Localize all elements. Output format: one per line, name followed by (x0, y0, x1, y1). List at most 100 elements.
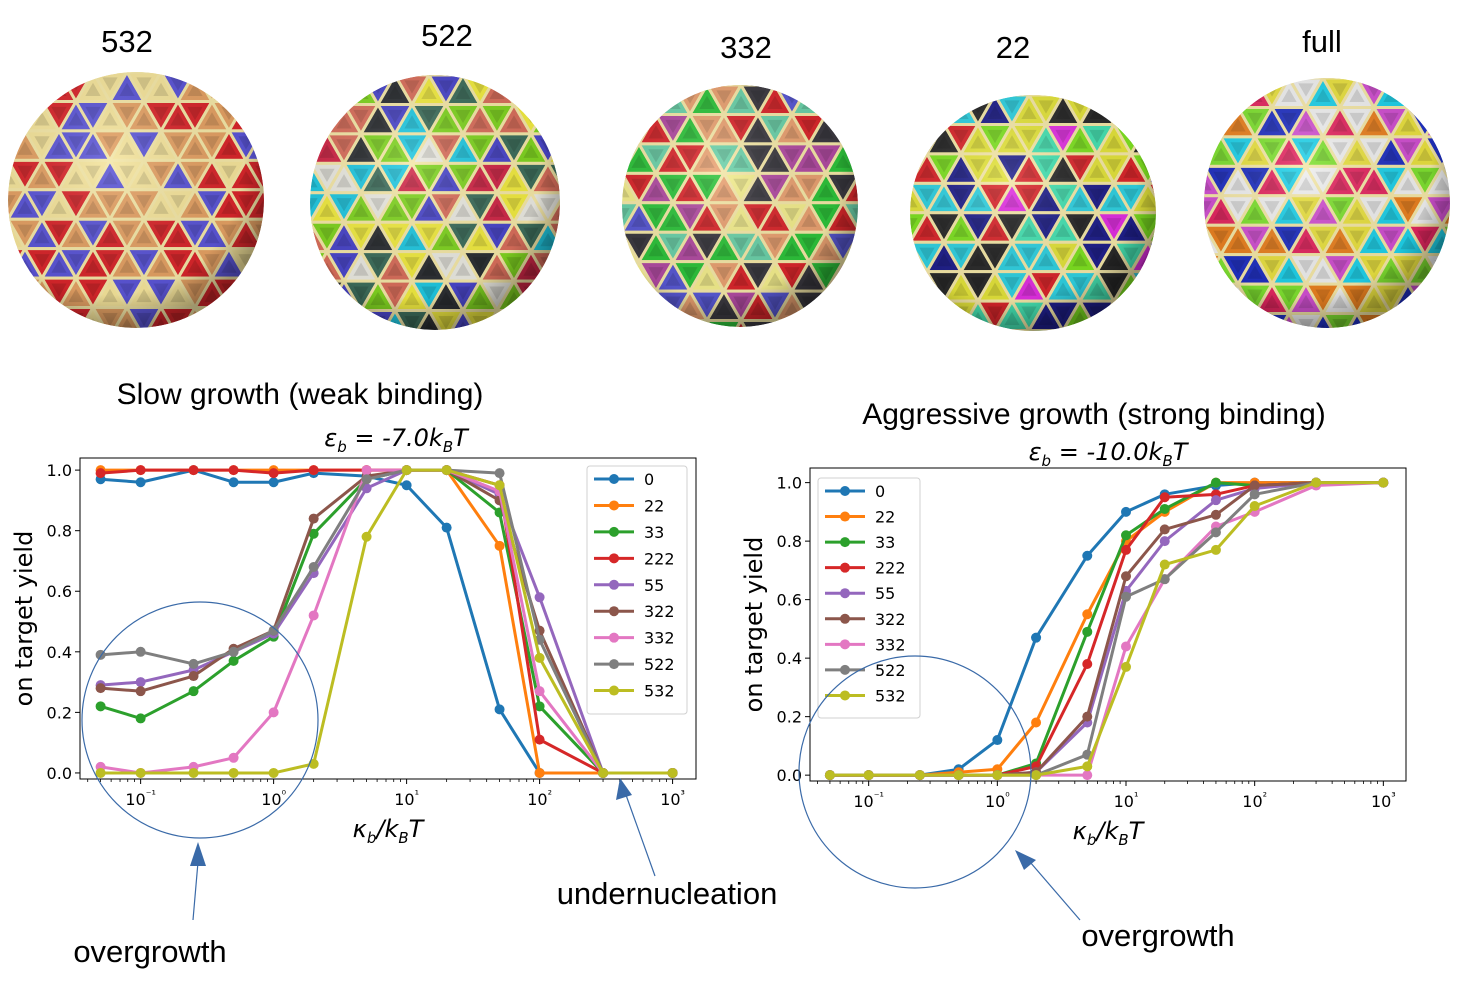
legend-label: 22 (644, 496, 664, 515)
data-point (228, 752, 239, 763)
legend-label: 332 (875, 635, 906, 654)
legend-swatch-marker (609, 579, 619, 590)
y-tick-label: 0.0 (47, 764, 72, 783)
data-point (1082, 609, 1093, 620)
x-tick-label: 10⁰ (261, 788, 286, 809)
right-overgrowth-annotation: overgrowth (1081, 918, 1235, 953)
legend-swatch-marker (609, 500, 619, 511)
legend-label: 222 (875, 559, 906, 578)
legend-swatch-marker (840, 511, 850, 522)
data-point (1159, 503, 1170, 514)
data-point (992, 770, 1003, 781)
legend-label: 0 (644, 470, 654, 489)
sphere-image-532 (8, 72, 264, 328)
left-series-332 (95, 465, 678, 778)
data-point (228, 646, 239, 657)
legend-label: 33 (644, 523, 664, 542)
legend-swatch-marker (609, 659, 619, 670)
data-point (1249, 489, 1260, 500)
legend-swatch-marker (840, 588, 850, 599)
data-point (534, 592, 545, 603)
data-point (863, 770, 874, 781)
x-tick-label: 10⁰ (985, 790, 1010, 811)
right-panel-title: Aggressive growth (strong binding) (862, 398, 1326, 431)
data-point (95, 767, 106, 778)
left-panel-subtitle: εb = -7.0kBT (324, 424, 468, 456)
legend-item-55: 55 (594, 576, 664, 595)
legend-item-22: 22 (594, 496, 664, 515)
data-point (534, 734, 545, 745)
data-point (441, 522, 452, 533)
data-point (1159, 559, 1170, 570)
undernucleation-annotation: undernucleation (556, 876, 778, 911)
data-point (1031, 770, 1042, 781)
y-tick-label: 0.4 (47, 643, 72, 662)
sphere-label-22: 22 (995, 30, 1031, 65)
data-point (1210, 509, 1221, 520)
sphere-label-332: 332 (720, 30, 772, 65)
data-point (1082, 550, 1093, 561)
data-point (1121, 571, 1132, 582)
sphere-shading (8, 72, 264, 328)
data-point (667, 767, 678, 778)
data-point (228, 655, 239, 666)
y-tick-label: 0.6 (47, 582, 72, 601)
x-tick-label: 10³ (660, 788, 685, 809)
legend-swatch-marker (840, 664, 850, 675)
legend-item-55: 55 (825, 584, 895, 603)
legend-swatch-marker (840, 690, 850, 701)
legend-label: 322 (644, 602, 675, 621)
y-tick-label: 0.8 (47, 522, 72, 541)
legend-item-0: 0 (594, 470, 654, 489)
data-point (188, 686, 199, 697)
left-y-axis-label: on target yield (10, 531, 38, 707)
legend-swatch-marker (840, 613, 850, 624)
data-point (441, 465, 452, 476)
right-x-axis-label: κb/kBT (1073, 817, 1146, 849)
data-point (494, 704, 505, 715)
x-tick-label: 10² (527, 788, 552, 809)
legend-item-332: 332 (594, 629, 675, 648)
data-point (1159, 536, 1170, 547)
legend-swatch-marker (609, 685, 619, 696)
data-point (1249, 480, 1260, 491)
data-point (1210, 495, 1221, 506)
left-x-axis-label: κb/kBT (353, 815, 426, 847)
data-point (534, 686, 545, 697)
x-tick-label: 10¹ (394, 788, 419, 809)
legend-item-332: 332 (825, 635, 906, 654)
data-point (1082, 711, 1093, 722)
data-point (1159, 492, 1170, 503)
data-point (135, 713, 146, 724)
legend-label: 55 (644, 576, 664, 595)
legend-label: 55 (875, 584, 895, 603)
undernucleation-arrow-line (625, 794, 656, 877)
right-panel-subtitle: εb = -10.0kBT (1028, 438, 1188, 470)
data-point (308, 513, 319, 524)
data-point (1210, 527, 1221, 538)
sphere-label-532: 532 (101, 24, 153, 59)
data-point (534, 652, 545, 663)
x-tick-label: 10⁻¹ (125, 788, 156, 809)
data-point (135, 767, 146, 778)
legend-label: 222 (644, 549, 675, 568)
data-point (1082, 658, 1093, 669)
data-point (1121, 591, 1132, 602)
left-panel-title: Slow growth (weak binding) (116, 378, 484, 411)
data-point (228, 767, 239, 778)
data-point (135, 646, 146, 657)
data-point (135, 677, 146, 688)
data-point (308, 610, 319, 621)
right-overgrowth-circle (798, 655, 1032, 889)
data-point (1311, 477, 1322, 488)
data-point (1159, 524, 1170, 535)
data-point (268, 767, 279, 778)
x-tick-label: 10² (1242, 790, 1267, 811)
right-overgrowth-arrowhead (1015, 850, 1036, 870)
data-point (188, 671, 199, 682)
data-point (308, 465, 319, 476)
data-point (1121, 530, 1132, 541)
legend-item-322: 322 (825, 610, 906, 629)
y-tick-label: 0.2 (47, 703, 72, 722)
data-point (361, 465, 372, 476)
